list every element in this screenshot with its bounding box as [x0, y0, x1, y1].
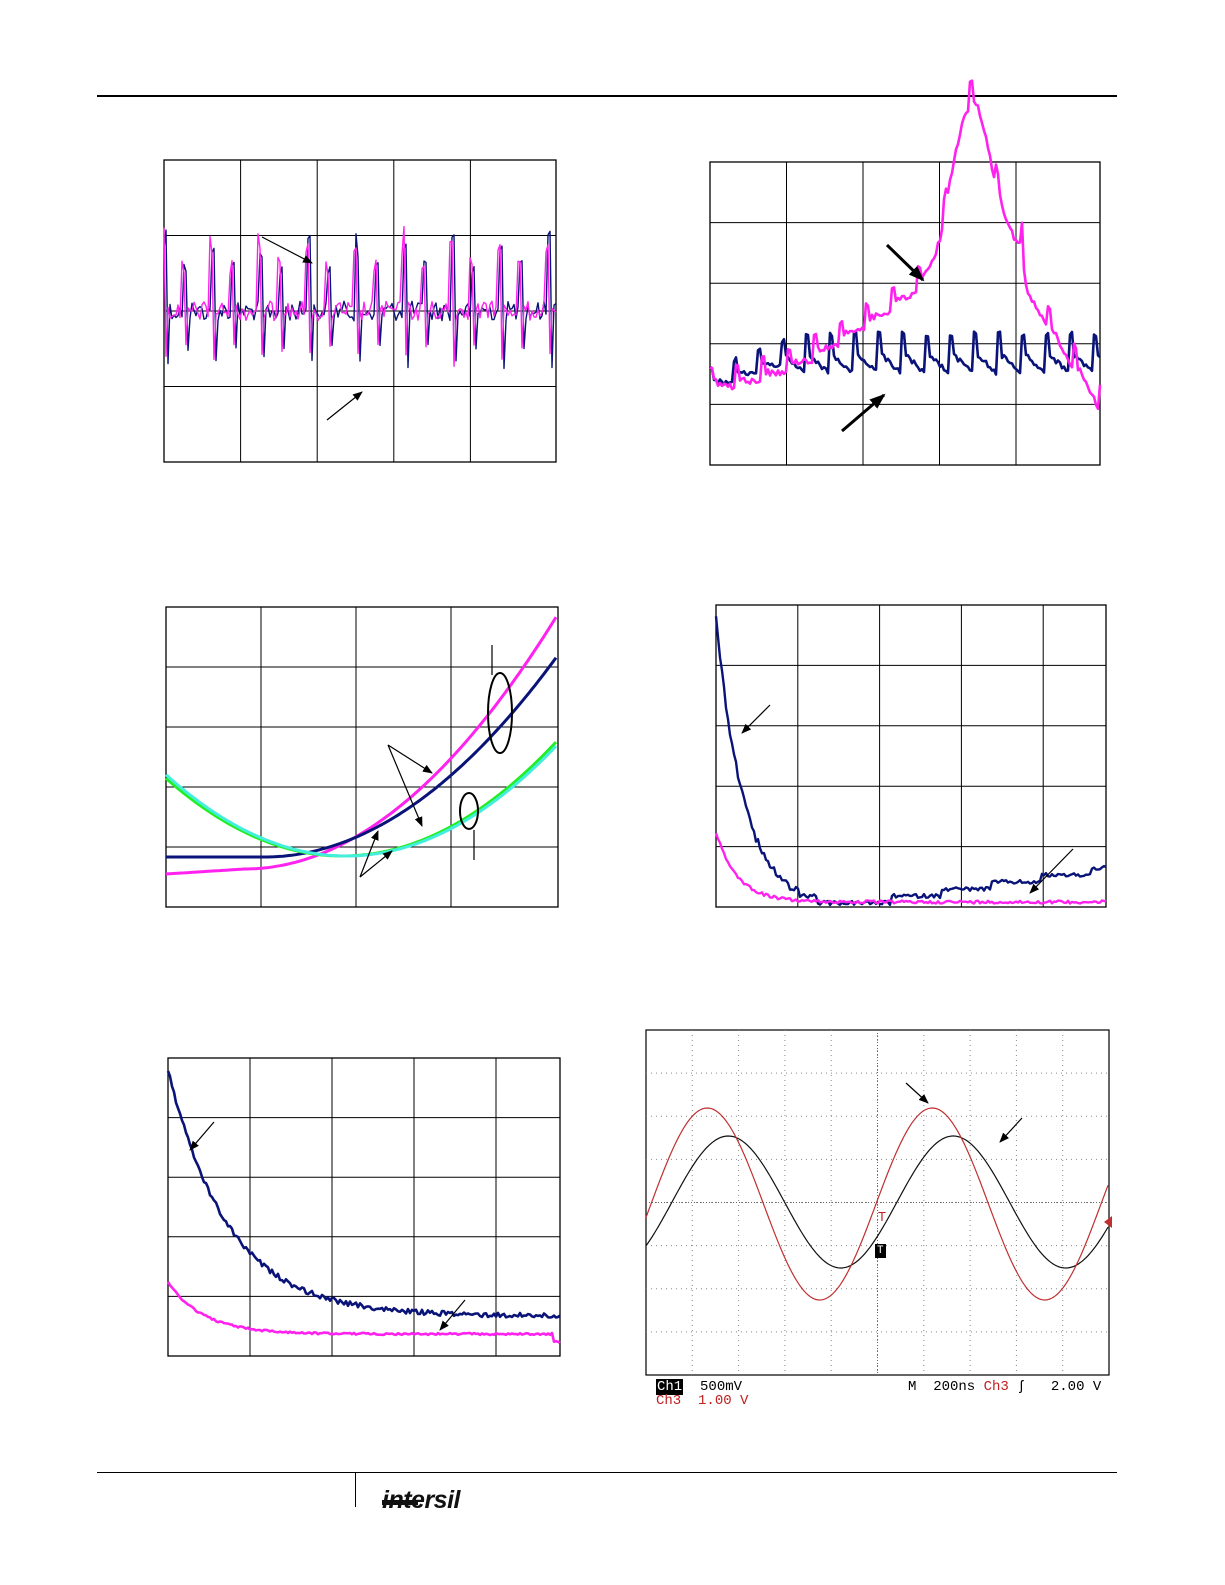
scope-trigger-channel: Ch3 — [983, 1379, 1009, 1395]
panel5-arrow-lower — [439, 1299, 466, 1331]
panel5-arrow-upper — [189, 1121, 215, 1151]
panel3-arrow-c — [359, 830, 379, 878]
scope-series-ch3 — [645, 1107, 1109, 1301]
panel1-series-navy — [163, 229, 557, 370]
panel3-series-cyan — [164, 745, 558, 858]
panel2-frame — [709, 161, 1101, 466]
scope-trigger-level-marker — [1104, 1216, 1112, 1228]
footer-rule — [97, 1472, 1117, 1473]
scope-time: M 200ns — [908, 1379, 976, 1395]
scope-ch3-label: Ch3 — [656, 1393, 682, 1409]
scope-trigger-marker-black: T — [875, 1244, 886, 1258]
panel2-arrow-lower — [841, 393, 886, 433]
panel4-arrow-upper — [741, 704, 771, 734]
panel5-series-navy — [166, 1070, 561, 1319]
panel2-arrow-upper — [885, 243, 925, 282]
scope-trigger-level: 2.00 V — [1050, 1379, 1102, 1395]
header-rule — [97, 95, 1117, 97]
panel2-series-magenta — [709, 79, 1102, 411]
panel3-arrow-a — [387, 744, 433, 774]
scope-ch3-scale: 1.00 V — [698, 1393, 749, 1409]
scope-arrow-ch3 — [905, 1082, 929, 1104]
panel4-frame — [715, 604, 1107, 908]
panel3-arrow-b — [387, 744, 423, 827]
logo-bar — [382, 1500, 418, 1505]
panel5-series-magenta — [166, 1281, 561, 1345]
panel3-ellipse-upper — [487, 672, 513, 754]
panel4-series-navy — [714, 616, 1107, 907]
scope-trigger-marker-red: T — [878, 1209, 886, 1224]
panel1-series-magenta — [163, 225, 557, 367]
scope-arrow-ch1 — [999, 1117, 1023, 1143]
panel4-arrow-lower — [1029, 848, 1074, 894]
scope-ch1-readout: Ch1 500mV — [656, 1379, 743, 1395]
panel4-series-magenta — [714, 832, 1107, 905]
scope-ch1-scale: 500mV — [700, 1379, 743, 1395]
scope-trigger-symbol: ʃ — [1017, 1379, 1026, 1395]
panel3-frame — [165, 606, 559, 908]
scope-series-ch1 — [645, 1135, 1109, 1269]
scope-time-readout: M 200ns Ch3 ʃ 2.00 V — [908, 1380, 1101, 1394]
panel5-frame — [167, 1057, 561, 1357]
panel3-arrow-d — [359, 850, 393, 878]
panel3-series-navy — [166, 656, 558, 859]
intersil-logo: intersil — [382, 1486, 460, 1514]
panel2-series-navy — [709, 330, 1101, 386]
footer-divider — [355, 1472, 356, 1507]
panel1-arrow-upper — [261, 236, 313, 264]
panel1-arrow-lower — [326, 391, 363, 421]
scope-ch1-label: Ch1 — [656, 1379, 684, 1395]
panel3-ellipse-lower — [459, 792, 479, 830]
scope-ch3-readout: Ch3 1.00 V — [656, 1394, 748, 1408]
